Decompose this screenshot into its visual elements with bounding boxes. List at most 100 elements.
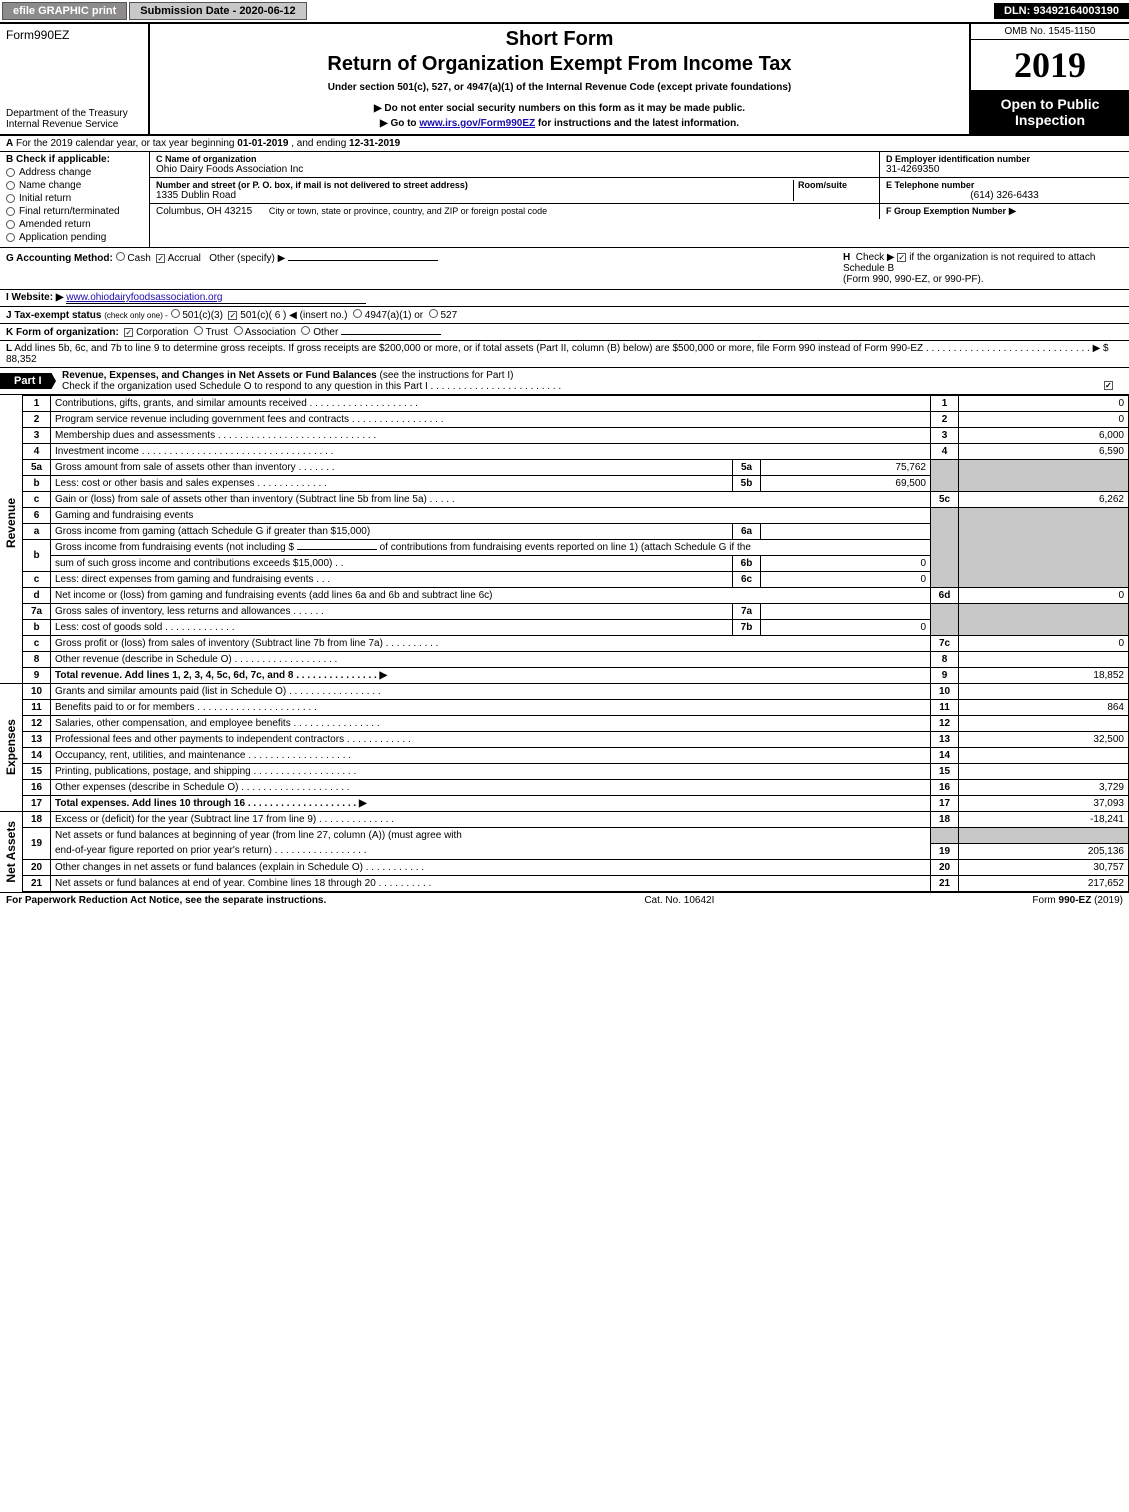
line-l-text: Add lines 5b, 6c, and 7b to line 9 to de… (14, 343, 1108, 354)
address-change-label: Address change (19, 167, 91, 178)
line-19-rno: 19 (931, 843, 959, 859)
line-h-text3: (Form 990, 990-EZ, or 990-PF). (843, 274, 984, 285)
line-5c-desc: Gain or (loss) from sale of assets other… (51, 492, 931, 508)
501c3-radio[interactable] (171, 309, 180, 318)
line-21-desc: Net assets or fund balances at end of ye… (51, 875, 931, 891)
line-5a-desc: Gross amount from sale of assets other t… (51, 460, 733, 476)
amended-return-radio[interactable] (6, 220, 15, 229)
address-change-radio[interactable] (6, 168, 15, 177)
line-5b-subval: 69,500 (761, 476, 931, 492)
cash-label: Cash (127, 253, 150, 264)
line-7a-subno: 7a (733, 604, 761, 620)
corporation-check[interactable] (124, 328, 133, 337)
line-8-desc: Other revenue (describe in Schedule O) .… (51, 652, 931, 668)
line-18-rno: 18 (931, 812, 959, 828)
line-k: K Form of organization: Corporation Trus… (0, 324, 1129, 341)
line-14-rno: 14 (931, 748, 959, 764)
other-specify-input[interactable] (288, 260, 438, 261)
line-6-no: 6 (23, 508, 51, 524)
501c-check[interactable] (228, 311, 237, 320)
trust-radio[interactable] (194, 326, 203, 335)
line-7a-subval (761, 604, 931, 620)
line-6b-blank[interactable] (297, 549, 377, 550)
application-pending-radio[interactable] (6, 233, 15, 242)
line-7c-no: c (23, 636, 51, 652)
line-20-desc: Other changes in net assets or fund bala… (51, 859, 931, 875)
form-prefix: Form (6, 28, 34, 42)
line-16-no: 16 (23, 780, 51, 796)
line-13-rno: 13 (931, 732, 959, 748)
box-d-label: D Employer identification number (886, 154, 1123, 164)
expenses-side-label: Expenses (4, 719, 18, 775)
line-j-note: (check only one) - (104, 311, 168, 320)
other-org-radio[interactable] (301, 326, 310, 335)
line-j: J Tax-exempt status (check only one) - 5… (0, 307, 1129, 324)
part-1-schedule-o-check[interactable] (1104, 381, 1113, 390)
line-5a-no: 5a (23, 460, 51, 476)
line-7b-desc: Less: cost of goods sold . . . . . . . .… (51, 620, 733, 636)
line-a-mid: , and ending (288, 138, 349, 149)
submission-date-badge: Submission Date - 2020-06-12 (129, 2, 306, 20)
line-5a-subno: 5a (733, 460, 761, 476)
box-c-city-label: City or town, state or province, country… (269, 206, 547, 216)
line-5a-subval: 75,762 (761, 460, 931, 476)
527-radio[interactable] (429, 309, 438, 318)
line-6b-desc2: sum of such gross income and contributio… (51, 556, 733, 572)
527-label: 527 (440, 310, 457, 321)
line-12-rno: 12 (931, 716, 959, 732)
line-3-no: 3 (23, 428, 51, 444)
line-10-desc: Grants and similar amounts paid (list in… (51, 684, 931, 700)
initial-return-radio[interactable] (6, 194, 15, 203)
line-5c-rno: 5c (931, 492, 959, 508)
line-21-rno: 21 (931, 875, 959, 891)
website-link[interactable]: www.ohiodairyfoodsassociation.org (66, 292, 222, 303)
line-18-desc: Excess or (deficit) for the year (Subtra… (51, 812, 931, 828)
line-15-val (959, 764, 1129, 780)
tax-year: 2019 (971, 40, 1129, 90)
efile-print-button[interactable]: efile GRAPHIC print (2, 2, 127, 20)
line-17-val: 37,093 (959, 796, 1129, 812)
accrual-label: Accrual (168, 253, 201, 264)
final-return-radio[interactable] (6, 207, 15, 216)
department-label: Department of the Treasury (6, 108, 142, 119)
accrual-check[interactable] (156, 254, 165, 263)
association-radio[interactable] (234, 326, 243, 335)
box-b-title: Check if applicable: (16, 154, 110, 165)
name-change-radio[interactable] (6, 181, 15, 190)
box-f-label: F Group Exemption Number (886, 206, 1006, 216)
corporation-label: Corporation (136, 327, 188, 338)
line-6b-desc-pre: Gross income from fundraising events (no… (55, 542, 297, 553)
part-1-label: Part I (0, 373, 56, 389)
line-19-no: 19 (23, 828, 51, 860)
form-header: Form990EZ Department of the Treasury Int… (0, 24, 1129, 136)
irs-link[interactable]: www.irs.gov/Form990EZ (419, 118, 535, 129)
line-3-val: 6,000 (959, 428, 1129, 444)
line-a-label: A (6, 138, 13, 149)
other-org-input[interactable] (341, 334, 441, 335)
line-17-rno: 17 (931, 796, 959, 812)
box-b-label: B (6, 154, 13, 165)
box-c-name-label: C Name of organization (156, 154, 873, 164)
line-18-no: 18 (23, 812, 51, 828)
line-13-desc: Professional fees and other payments to … (51, 732, 931, 748)
line-2-val: 0 (959, 412, 1129, 428)
line-10-rno: 10 (931, 684, 959, 700)
line-6c-no: c (23, 572, 51, 588)
line-2-rno: 2 (931, 412, 959, 428)
line-15-desc: Printing, publications, postage, and shi… (51, 764, 931, 780)
line-l-value: 88,352 (6, 354, 37, 365)
footer-left: For Paperwork Reduction Act Notice, see … (6, 895, 326, 906)
line-4-desc: Investment income . . . . . . . . . . . … (51, 444, 931, 460)
line-10-no: 10 (23, 684, 51, 700)
line-5b-subno: 5b (733, 476, 761, 492)
line-8-rno: 8 (931, 652, 959, 668)
part-1-table: Revenue 1 Contributions, gifts, grants, … (0, 395, 1129, 892)
line-4-val: 6,590 (959, 444, 1129, 460)
initial-return-label: Initial return (19, 193, 71, 204)
4947-radio[interactable] (353, 309, 362, 318)
cash-radio[interactable] (116, 252, 125, 261)
footer-right: Form 990-EZ (2019) (1032, 895, 1123, 906)
line-h-check[interactable] (897, 253, 906, 262)
line-3-desc: Membership dues and assessments . . . . … (51, 428, 931, 444)
line-5c-val: 6,262 (959, 492, 1129, 508)
